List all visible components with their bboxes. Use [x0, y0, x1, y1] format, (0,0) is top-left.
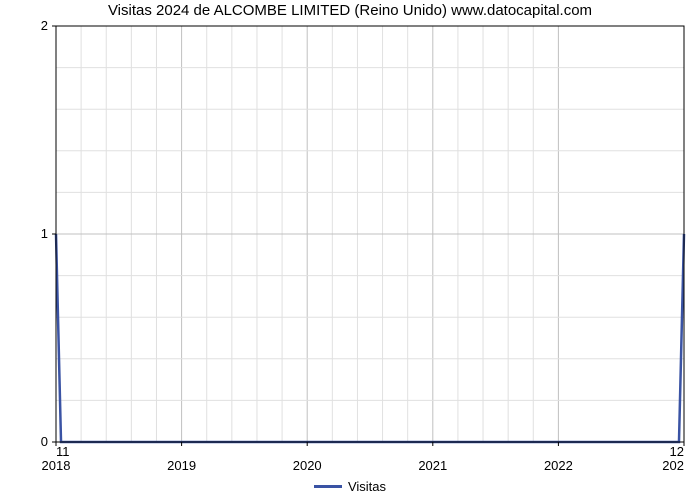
svg-text:12: 12	[670, 444, 684, 459]
svg-text:2: 2	[41, 18, 48, 33]
chart-title: Visitas 2024 de ALCOMBE LIMITED (Reino U…	[0, 2, 700, 19]
svg-text:2022: 2022	[544, 458, 573, 470]
svg-text:202: 202	[662, 458, 684, 470]
chart-container: { "chart": { "type": "line", "title": "V…	[0, 0, 700, 500]
svg-text:1: 1	[41, 226, 48, 241]
svg-text:2021: 2021	[418, 458, 447, 470]
svg-text:0: 0	[41, 434, 48, 449]
chart-legend: Visitas	[0, 478, 700, 494]
chart-plot: 012201820192020202120222021112	[0, 0, 700, 470]
legend-swatch	[314, 485, 342, 488]
svg-text:2018: 2018	[42, 458, 71, 470]
svg-text:2019: 2019	[167, 458, 196, 470]
legend-label: Visitas	[348, 479, 386, 494]
svg-text:2020: 2020	[293, 458, 322, 470]
svg-text:11: 11	[56, 444, 70, 459]
